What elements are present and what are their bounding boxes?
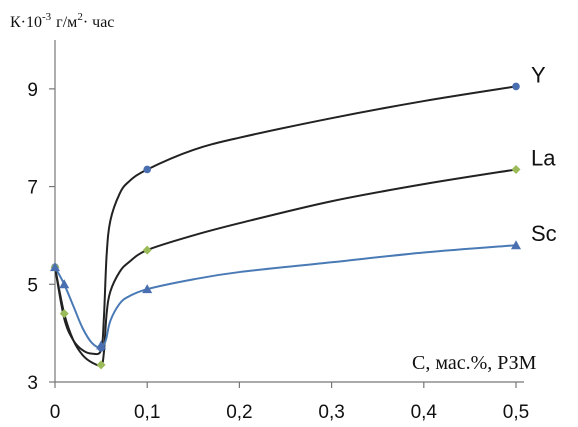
y-ticks: 3 5 7 9 bbox=[27, 80, 55, 394]
y-tick-label: 5 bbox=[27, 275, 38, 296]
series-label-sc: Sc bbox=[531, 221, 557, 246]
data-point-sc bbox=[59, 279, 70, 289]
series-label-la: La bbox=[531, 145, 556, 170]
y-axis-label: К·10-3 г/м2· час bbox=[10, 11, 114, 31]
y-tick-label: 7 bbox=[27, 178, 38, 199]
x-tick-label: 0,1 bbox=[134, 402, 160, 423]
data-point-sc bbox=[511, 240, 521, 250]
data-point-y bbox=[143, 165, 151, 174]
series-line-la bbox=[54, 168, 517, 367]
data-point-la bbox=[142, 245, 152, 255]
y-axis-label-exponent: -3 bbox=[42, 11, 52, 23]
x-ticks: 0 0,1 0,2 0,3 0,4 0,5 bbox=[50, 382, 529, 423]
series-line-y bbox=[54, 85, 517, 356]
x-tick-label: 0,3 bbox=[318, 402, 344, 423]
x-tick-label: 0,5 bbox=[503, 402, 529, 423]
y-axis-label-unit-exponent: 2 bbox=[77, 11, 83, 23]
x-tick-label: 0,4 bbox=[411, 402, 438, 423]
series-curves bbox=[54, 85, 517, 367]
series-markers bbox=[50, 82, 521, 370]
data-point-la bbox=[59, 309, 69, 319]
data-point-la bbox=[96, 360, 106, 370]
data-point-sc bbox=[142, 284, 153, 294]
y-tick-label: 9 bbox=[27, 80, 38, 101]
series-line-sc bbox=[54, 244, 517, 349]
x-tick-label: 0 bbox=[50, 402, 61, 423]
x-tick-label: 0,2 bbox=[226, 402, 252, 423]
data-point-la bbox=[511, 164, 521, 174]
y-axis-label-unit-tail: · час bbox=[83, 14, 115, 31]
x-axis-label: С, мас.%, РЗМ bbox=[412, 352, 537, 374]
y-axis-label-unit: г/м bbox=[56, 14, 77, 31]
series-label-y: Y bbox=[531, 62, 546, 87]
data-point-y bbox=[512, 82, 520, 91]
y-axis-label-main: К·10 bbox=[10, 14, 42, 31]
series-labels: Y La Sc bbox=[531, 62, 557, 246]
y-tick-label: 3 bbox=[27, 373, 38, 394]
data-point-sc bbox=[50, 262, 60, 272]
data-point-sc bbox=[96, 340, 107, 350]
